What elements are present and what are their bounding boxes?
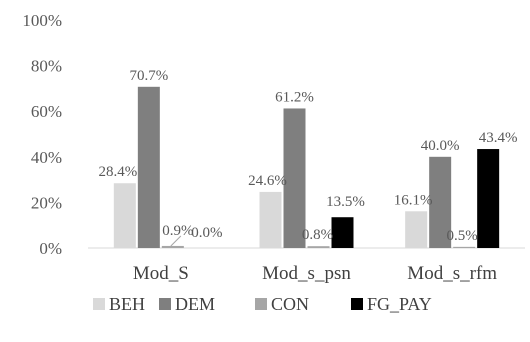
data-label: 13.5%: [326, 194, 365, 210]
data-label: 61.2%: [275, 89, 314, 105]
y-tick-label: 80%: [31, 57, 62, 76]
bar-dem-mod_s_psn: [283, 108, 306, 249]
data-label: 16.1%: [394, 192, 433, 208]
y-tick-label: 20%: [31, 193, 62, 212]
bar-fg_pay-mod_s_psn: [331, 217, 354, 248]
data-label: 0.8%: [302, 227, 333, 243]
y-tick-label: 0%: [39, 239, 62, 258]
bar-beh-mod_s_psn: [259, 191, 282, 248]
data-label: 40.0%: [421, 138, 460, 154]
bar-beh-mod_s_rfm: [405, 211, 428, 248]
data-label: 70.7%: [129, 68, 168, 84]
x-category-label: Mod_S: [133, 263, 189, 284]
bar-beh-mod_s: [113, 183, 136, 248]
bars: [113, 86, 500, 249]
y-axis: 0% 20% 40% 60% 80% 100%: [22, 11, 62, 258]
legend-label-dem: DEM: [175, 294, 215, 314]
bar-con-mod_s_psn: [307, 246, 330, 248]
data-label: 0.0%: [191, 225, 222, 241]
data-label: 0.9%: [162, 223, 193, 239]
data-labels: 28.4% 70.7% 0.9%0.0% 24.6% 61.2% 0.8% 13.5% 16.…: [98, 68, 518, 247]
bar-dem-mod_s_rfm: [429, 156, 452, 248]
y-tick-label: 60%: [31, 102, 62, 121]
x-axis: Mod_S Mod_s_psn Mod_s_rfm: [133, 263, 497, 284]
legend-swatch-dem: [159, 298, 171, 310]
legend-label-con: CON: [271, 294, 309, 314]
legend-label-fg_pay: FG_PAY: [367, 294, 432, 314]
legend-swatch-con: [255, 298, 267, 310]
bar-con-mod_s_rfm: [453, 246, 476, 248]
legend: BEH DEM CON FG_PAY: [93, 294, 432, 314]
y-tick-label: 40%: [31, 148, 62, 167]
legend-swatch-fg_pay: [351, 298, 363, 310]
leader-line: [170, 235, 182, 247]
data-label: 0.5%: [447, 228, 478, 244]
bar-fg_pay-mod_s_rfm: [477, 149, 500, 248]
data-label: 28.4%: [98, 164, 137, 180]
y-tick-label: 100%: [22, 11, 62, 30]
legend-label-beh: BEH: [109, 294, 145, 314]
data-label: 43.4%: [479, 130, 518, 146]
bar-dem-mod_s: [137, 86, 160, 248]
x-category-label: Mod_s_rfm: [407, 263, 497, 284]
x-category-label: Mod_s_psn: [262, 263, 351, 284]
data-label: 24.6%: [248, 173, 287, 189]
legend-swatch-beh: [93, 298, 105, 310]
bar-con-mod_s: [161, 245, 184, 248]
